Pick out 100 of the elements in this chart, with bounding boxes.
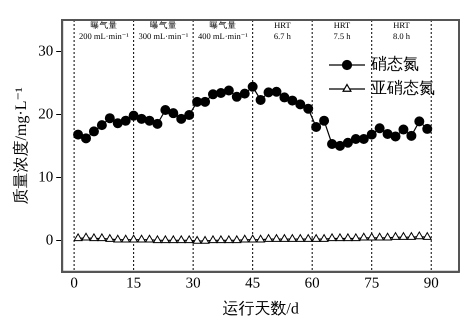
annotation: HRT 7.5 h bbox=[333, 20, 352, 42]
point bbox=[414, 116, 424, 126]
x-axis-title: 运行天数/d bbox=[222, 300, 299, 318]
point bbox=[112, 118, 123, 128]
point bbox=[97, 233, 106, 242]
point bbox=[344, 233, 352, 242]
point bbox=[128, 110, 139, 121]
point bbox=[406, 232, 416, 240]
y-tick-label: 30 bbox=[38, 43, 54, 60]
point bbox=[168, 235, 178, 244]
point bbox=[295, 99, 306, 110]
point bbox=[232, 235, 242, 244]
annotation: 曝气量 400 mL·min⁻¹ bbox=[198, 20, 248, 42]
point bbox=[342, 138, 353, 148]
point bbox=[153, 235, 162, 244]
point bbox=[351, 233, 360, 242]
point bbox=[96, 120, 107, 130]
point bbox=[312, 234, 321, 242]
point bbox=[129, 234, 138, 242]
point bbox=[90, 233, 98, 242]
point bbox=[160, 105, 170, 116]
point bbox=[303, 104, 314, 114]
point bbox=[192, 236, 202, 244]
point bbox=[208, 235, 218, 244]
point bbox=[216, 88, 226, 98]
point bbox=[366, 130, 377, 140]
point bbox=[200, 236, 210, 244]
point bbox=[176, 114, 186, 124]
annotation: HRT 8.0 h bbox=[392, 20, 411, 42]
point bbox=[113, 234, 122, 242]
point bbox=[256, 94, 266, 105]
point bbox=[144, 116, 154, 126]
point bbox=[304, 234, 313, 242]
legend-label: 亚硝态氮 bbox=[371, 79, 435, 98]
annotation: HRT 6.7 h bbox=[274, 20, 292, 42]
point bbox=[320, 234, 328, 242]
point bbox=[271, 86, 282, 97]
point bbox=[319, 116, 330, 126]
x-tick-label: 15 bbox=[126, 276, 142, 292]
point bbox=[160, 235, 170, 244]
point bbox=[359, 232, 368, 241]
point bbox=[382, 128, 393, 139]
point bbox=[375, 232, 384, 241]
y-axis-title: 质量浓度/mg·L⁻¹ bbox=[12, 87, 30, 205]
point bbox=[311, 122, 322, 132]
point bbox=[334, 140, 345, 151]
point bbox=[280, 234, 289, 242]
point bbox=[406, 130, 416, 141]
point bbox=[358, 134, 369, 144]
point bbox=[248, 234, 258, 242]
point bbox=[137, 234, 146, 242]
point bbox=[224, 86, 234, 96]
point bbox=[240, 234, 250, 242]
point bbox=[176, 235, 186, 244]
point bbox=[350, 134, 361, 144]
point bbox=[272, 234, 281, 242]
annotation: 曝气量 200 mL·min⁻¹ bbox=[78, 20, 130, 42]
point bbox=[184, 110, 194, 120]
point bbox=[422, 232, 432, 240]
point bbox=[288, 234, 297, 242]
point bbox=[279, 92, 290, 102]
y-tick-label: 10 bbox=[38, 169, 54, 186]
point bbox=[256, 234, 265, 242]
point bbox=[184, 235, 194, 244]
point bbox=[88, 126, 99, 136]
point bbox=[104, 113, 115, 124]
point bbox=[224, 235, 234, 244]
point bbox=[287, 96, 298, 106]
point bbox=[74, 233, 82, 242]
point bbox=[200, 96, 210, 107]
point bbox=[216, 235, 226, 244]
point bbox=[390, 131, 401, 142]
point bbox=[374, 123, 385, 134]
point bbox=[152, 118, 162, 129]
point bbox=[145, 234, 154, 242]
point bbox=[296, 234, 305, 242]
point bbox=[328, 233, 336, 242]
point bbox=[398, 124, 408, 135]
point bbox=[232, 92, 242, 102]
point bbox=[414, 232, 424, 240]
point bbox=[121, 234, 130, 242]
point bbox=[81, 133, 92, 144]
point bbox=[168, 108, 178, 118]
point bbox=[336, 233, 344, 242]
point bbox=[422, 124, 432, 134]
x-tick-label: 45 bbox=[245, 276, 260, 292]
legend-label: 硝态氮 bbox=[370, 55, 419, 74]
point bbox=[399, 232, 408, 240]
x-tick-label: 75 bbox=[364, 276, 380, 292]
point bbox=[391, 232, 400, 240]
x-tick-label: 30 bbox=[186, 276, 201, 292]
point bbox=[105, 234, 114, 242]
y-tick-label: 0 bbox=[46, 232, 54, 248]
point bbox=[383, 232, 392, 241]
point bbox=[240, 88, 250, 99]
x-tick-label: 90 bbox=[424, 276, 439, 292]
point bbox=[82, 232, 90, 241]
x-tick-label: 60 bbox=[304, 276, 320, 292]
point bbox=[248, 82, 258, 92]
point bbox=[367, 232, 376, 241]
